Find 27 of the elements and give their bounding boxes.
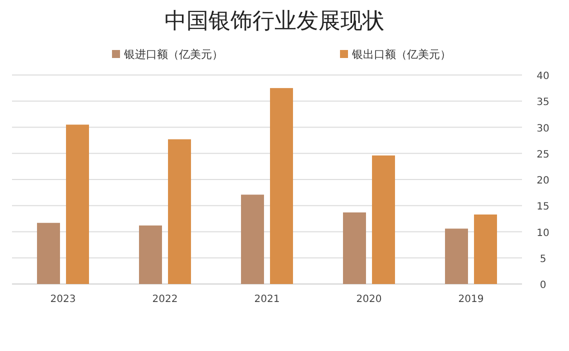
bar [445,228,468,284]
y-tick-label: 25 [536,149,550,160]
bar [168,139,191,284]
legend-label: 银出口额（亿美元） [351,48,451,61]
y-tick-label: 10 [536,228,550,239]
y-tick-label: 30 [536,123,550,134]
y-tick-label: 40 [536,71,550,82]
y-tick-label: 5 [540,254,546,265]
bar [139,225,162,284]
bar [241,194,264,284]
x-tick-label: 2020 [356,294,382,305]
legend-label: 银进口额（亿美元） [123,48,223,61]
bar [37,222,60,284]
bar [343,212,366,284]
x-tick-label: 2019 [458,294,484,305]
y-tick-label: 35 [536,97,550,108]
y-tick-label: 20 [536,176,550,186]
x-tick-label: 2023 [50,294,76,305]
chart-title: 中国银饰行业发展现状 [164,9,384,34]
y-tick-label: 0 [540,280,546,291]
bar [270,88,293,284]
bar [474,214,497,284]
bar [66,124,89,284]
x-tick-label: 2022 [152,294,178,305]
bar [372,155,395,284]
x-tick-label: 2021 [254,294,280,305]
y-tick-label: 15 [536,202,550,213]
